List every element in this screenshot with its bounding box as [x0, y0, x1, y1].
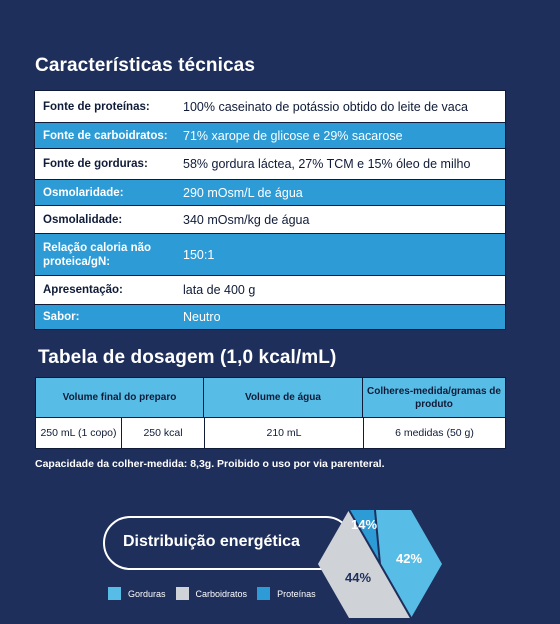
spec-value: 100% caseinato de potássio obtido do lei…	[183, 99, 468, 114]
spec-row-flavor: Sabor: Neutro	[35, 305, 505, 329]
energy-hexagon-svg	[318, 510, 442, 618]
spec-row-carbs: Fonte de carboidratos: 71% xarope de gli…	[35, 123, 505, 149]
dosage-header-row: Volume final do preparo Volume de água C…	[36, 378, 505, 418]
spec-row-presentation: Apresentação: lata de 400 g	[35, 276, 505, 305]
spec-value: 71% xarope de glicose e 29% sacarose	[183, 128, 403, 143]
slice-carbs	[318, 510, 411, 618]
legend-label: Carboidratos	[195, 588, 248, 599]
spec-label: Fonte de proteínas:	[43, 100, 150, 113]
spec-row-osmolality: Osmolalidade: 340 mOsm/kg de água	[35, 206, 505, 234]
carbs-percent: 44%	[345, 570, 372, 585]
legend-label: Gorduras	[128, 588, 166, 599]
dosage-footnote: Capacidade da colher-medida: 8,3g. Proib…	[35, 458, 385, 470]
spec-row-fats: Fonte de gorduras: 58% gordura láctea, 2…	[35, 149, 505, 180]
dosage-header-scoops: Colheres-medida/gramas de produto	[367, 385, 501, 410]
spec-value: 150:1	[183, 247, 215, 262]
dosage-data-row: 250 mL (1 copo) 250 kcal 210 mL 6 medida…	[36, 418, 505, 448]
energy-hexagon-chart	[318, 510, 442, 618]
spec-label: Apresentação:	[43, 284, 123, 296]
spec-label: Relação caloria não proteica/gN:	[43, 241, 152, 268]
spec-row-proteins: Fonte de proteínas: 100% caseinato de po…	[35, 91, 505, 123]
spec-value: Neutro	[183, 310, 221, 324]
energy-title: Distribuição energética	[123, 533, 300, 550]
dosage-title: Tabela de dosagem (1,0 kcal/mL)	[38, 347, 337, 368]
legend-label: Proteínas	[277, 588, 316, 599]
dosage-header-water-volume: Volume de água	[204, 378, 363, 417]
legend-item-carbs: Carboidratos	[175, 587, 248, 600]
spec-value: 290 mOsm/L de água	[183, 185, 303, 200]
spec-label: Fonte de carboidratos:	[43, 129, 168, 142]
spec-row-calorie-ratio: Relação caloria não proteica/gN: 150:1	[35, 234, 505, 276]
specs-title: Características técnicas	[35, 55, 255, 76]
spec-label: Osmolaridade:	[43, 186, 124, 199]
dosage-cell: 250 mL (1 copo)	[36, 418, 122, 448]
dosage-table: Volume final do preparo Volume de água C…	[35, 377, 506, 449]
legend-item-proteins: Proteínas	[257, 587, 316, 600]
dosage-cell: 6 medidas (50 g)	[395, 427, 474, 439]
dosage-header-final-volume: Volume final do preparo	[36, 378, 204, 417]
legend-item-fats: Gorduras	[108, 587, 166, 600]
spec-value: 58% gordura láctea, 27% TCM e 15% óleo d…	[183, 157, 471, 171]
spec-label: Fonte de gorduras:	[43, 158, 148, 170]
energy-legend: Gorduras Carboidratos Proteínas	[108, 587, 326, 600]
proteins-swatch	[257, 587, 271, 600]
fats-swatch	[108, 587, 121, 600]
proteins-percent: 14%	[351, 517, 378, 532]
spec-label: Osmolalidade:	[43, 213, 123, 226]
spec-value: lata de 400 g	[183, 283, 256, 297]
dosage-cell: 210 mL	[205, 418, 364, 448]
energy-title-pill	[103, 516, 353, 570]
spec-row-osmolarity: Osmolaridade: 290 mOsm/L de água	[35, 180, 505, 206]
carbs-swatch	[175, 587, 189, 600]
spec-label: Sabor:	[43, 311, 80, 323]
dosage-cell: 250 kcal	[122, 418, 205, 448]
spec-value: 340 mOsm/kg de água	[183, 212, 310, 227]
specs-table: Fonte de proteínas: 100% caseinato de po…	[34, 90, 506, 330]
slice-fats	[375, 510, 442, 618]
fats-percent: 42%	[396, 551, 423, 566]
